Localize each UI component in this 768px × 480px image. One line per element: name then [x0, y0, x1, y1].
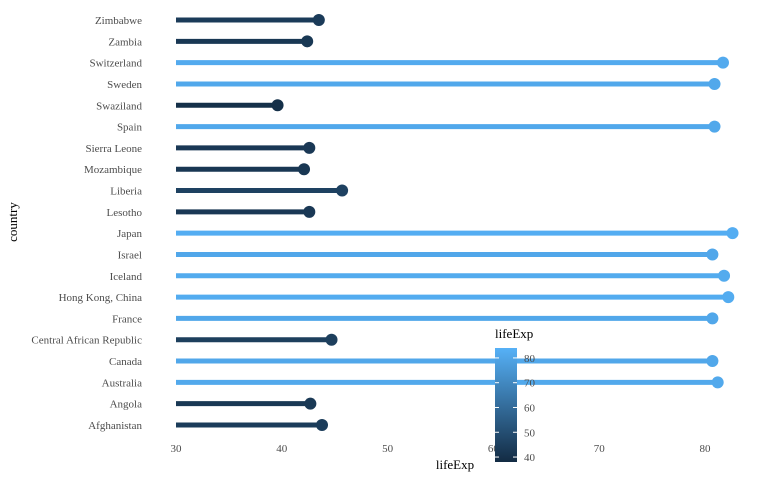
category-label-3: Sweden	[107, 79, 142, 91]
point-9	[303, 205, 316, 218]
category-label-2: Switzerland	[89, 58, 142, 70]
x-tick-label-5: 80	[700, 443, 712, 455]
category-label-15: Central African Republic	[31, 335, 142, 347]
point-4	[271, 99, 284, 112]
color-legend: lifeExp 40 50 60 70 80	[495, 326, 536, 464]
x-tick-label-0: 30	[171, 443, 183, 455]
legend-colorbar	[495, 348, 517, 462]
point-13	[722, 291, 735, 304]
point-18	[304, 397, 317, 410]
point-3	[708, 77, 721, 90]
category-label-12: Iceland	[110, 271, 143, 283]
stems-layer	[176, 17, 733, 428]
point-15	[325, 333, 338, 346]
category-label-6: Sierra Leone	[86, 143, 143, 155]
x-tick-label-2: 50	[382, 443, 394, 455]
x-tick-label-1: 40	[276, 443, 288, 455]
points-layer	[271, 14, 739, 431]
category-label-10: Japan	[117, 228, 143, 240]
point-6	[303, 141, 316, 154]
point-19	[316, 419, 329, 431]
category-label-19: Afghanistan	[88, 420, 142, 432]
point-2	[716, 56, 729, 69]
legend-label-1: 50	[524, 427, 536, 439]
category-label-9: Lesotho	[107, 207, 143, 219]
category-label-14: France	[112, 313, 142, 325]
legend-label-4: 80	[524, 353, 536, 365]
point-14	[706, 312, 719, 325]
category-label-5: Spain	[117, 122, 143, 134]
point-17	[711, 376, 724, 389]
point-12	[718, 269, 731, 282]
x-tick-label-3: 60	[488, 443, 500, 455]
category-label-11: Israel	[118, 249, 142, 261]
category-label-7: Mozambique	[84, 164, 142, 176]
category-label-13: Hong Kong, China	[59, 292, 143, 304]
x-axis-title: lifeExp	[436, 457, 474, 472]
category-label-8: Liberia	[110, 186, 142, 198]
point-1	[301, 35, 314, 48]
point-5	[708, 120, 721, 133]
legend-label-0: 40	[524, 452, 536, 464]
x-tick-label-4: 70	[594, 443, 606, 455]
legend-label-2: 60	[524, 402, 536, 414]
legend-ticks: 40 50 60 70 80	[495, 353, 536, 464]
legend-title: lifeExp	[495, 326, 533, 341]
x-axis-tick-labels: 30 40 50 60 70 80	[171, 443, 712, 455]
point-16	[706, 355, 719, 368]
point-0	[312, 14, 325, 26]
category-label-17: Australia	[102, 377, 142, 389]
y-axis-title: country	[5, 202, 20, 242]
y-axis-tick-labels: Zimbabwe Zambia Switzerland Sweden Swaziland…	[31, 15, 142, 432]
point-7	[298, 163, 311, 176]
point-11	[706, 248, 719, 261]
category-label-16: Canada	[109, 356, 142, 368]
point-10	[726, 227, 739, 240]
category-label-1: Zambia	[108, 36, 142, 48]
category-label-18: Angola	[110, 399, 143, 411]
category-label-0: Zimbabwe	[95, 15, 142, 27]
category-label-4: Swaziland	[96, 100, 142, 112]
legend-label-3: 70	[524, 378, 536, 390]
point-8	[336, 184, 349, 197]
